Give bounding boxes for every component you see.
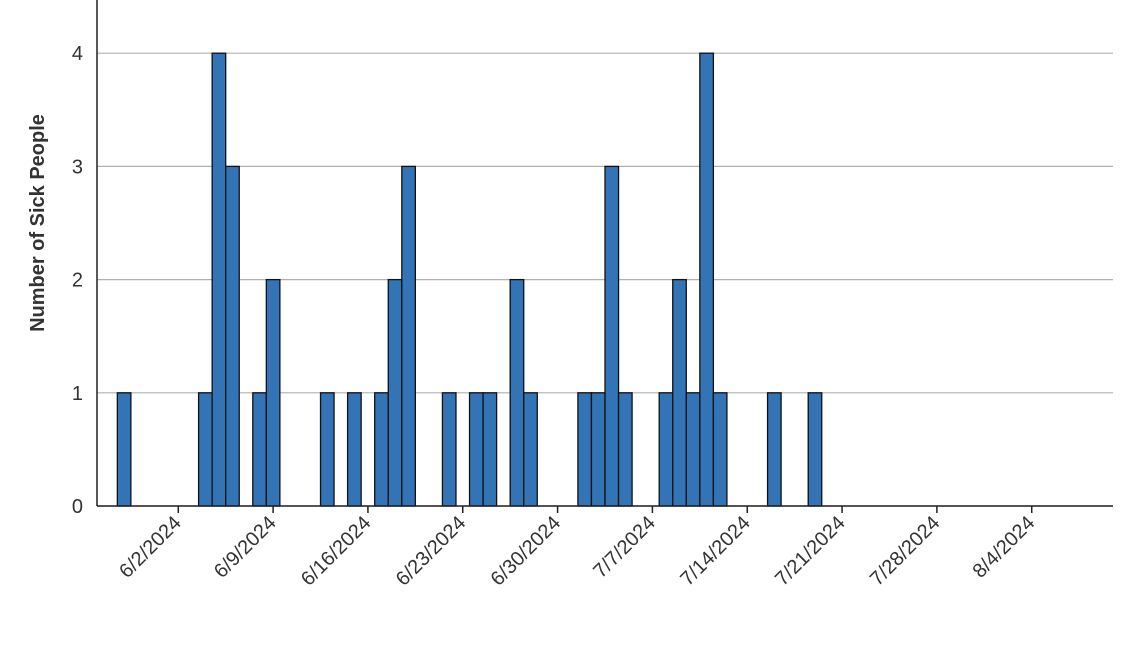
y-axis-label: Number of Sick People (27, 114, 49, 332)
bar (197, 392, 213, 507)
x-tick-label: 6/2/2024 (115, 512, 186, 583)
bar (116, 392, 132, 507)
x-tick-label: 7/14/2024 (676, 512, 754, 590)
bar (346, 392, 362, 507)
bar (712, 392, 728, 507)
bar (658, 392, 674, 507)
bar (766, 392, 782, 507)
bar (577, 392, 593, 507)
bar (604, 165, 620, 507)
y-tick-label: 2 (72, 270, 83, 292)
bar (252, 392, 267, 507)
x-tick-label: 7/7/2024 (589, 512, 660, 583)
x-tick-label: 7/21/2024 (771, 512, 849, 590)
x-tick-label: 7/28/2024 (866, 512, 944, 590)
bar (807, 392, 823, 507)
bar (374, 392, 389, 507)
bar (211, 52, 227, 507)
bar (319, 392, 335, 507)
bar (509, 278, 525, 507)
x-tick-label: 6/30/2024 (487, 512, 565, 590)
y-tick-label: 4 (72, 43, 83, 65)
x-tick-label: 6/9/2024 (210, 512, 281, 583)
bar (401, 165, 416, 507)
bar (468, 392, 484, 507)
bar (482, 392, 498, 507)
bar (685, 392, 701, 507)
bar (225, 165, 240, 507)
y-tick-label: 3 (72, 156, 83, 178)
bar (441, 392, 457, 507)
bar (387, 278, 403, 507)
bar (523, 392, 538, 507)
y-tick-label: 1 (72, 383, 83, 405)
bar (699, 52, 715, 507)
x-tick-label: 8/4/2024 (969, 512, 1040, 583)
bar (265, 278, 281, 507)
y-tick-label: 0 (72, 496, 83, 518)
x-tick-label: 6/23/2024 (392, 512, 470, 590)
bar (672, 278, 687, 507)
bar (617, 392, 633, 507)
x-tick-label: 6/16/2024 (297, 512, 375, 590)
bar (590, 392, 606, 507)
